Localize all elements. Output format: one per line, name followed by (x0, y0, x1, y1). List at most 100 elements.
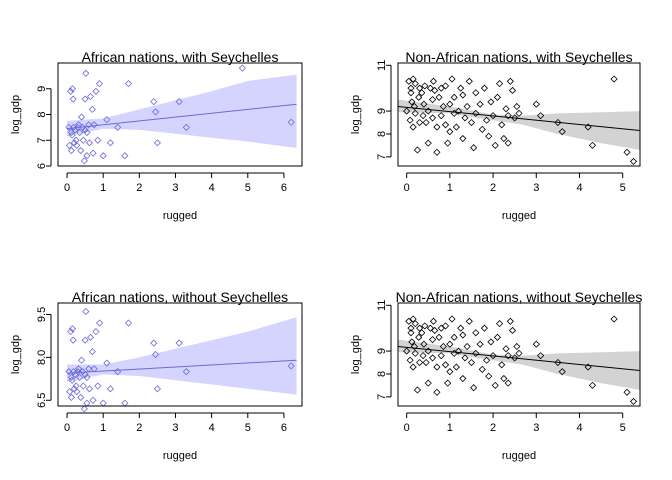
data-point (493, 333, 501, 341)
data-point (470, 144, 478, 152)
data-point (485, 372, 493, 380)
data-point (610, 315, 618, 323)
data-point (495, 80, 504, 88)
x-axis-label: rugged (163, 450, 197, 462)
data-point (437, 324, 445, 332)
x-tick-label: 1 (100, 182, 106, 194)
data-point (76, 128, 84, 137)
data-point (450, 109, 458, 117)
data-point (418, 329, 426, 337)
data-point (83, 152, 91, 160)
data-point (446, 100, 454, 108)
data-point (415, 333, 423, 341)
data-point (152, 350, 160, 359)
data-point (463, 342, 471, 351)
x-tick-label: 2 (490, 422, 496, 434)
data-point (175, 339, 183, 347)
data-point (85, 139, 94, 147)
data-point (431, 86, 439, 95)
data-point (465, 317, 473, 325)
data-point (421, 322, 429, 330)
data-point (431, 326, 439, 335)
data-point (420, 340, 428, 348)
data-point (500, 374, 508, 383)
data-point (96, 319, 104, 327)
data-point (504, 112, 512, 120)
plot-frame (397, 62, 641, 167)
data-point (411, 109, 419, 117)
data-point (419, 352, 427, 360)
regression-line (67, 359, 297, 374)
data-point (420, 100, 428, 108)
x-tick-label: 2 (136, 182, 142, 194)
data-point (407, 84, 415, 92)
data-point (424, 139, 432, 147)
data-point (66, 141, 74, 149)
y-tick-label: 11 (376, 60, 388, 71)
y-axis-label: log_gdp (10, 95, 22, 134)
data-point (409, 363, 417, 371)
data-point (410, 102, 418, 111)
data-point (504, 379, 512, 387)
data-point (409, 75, 417, 83)
data-point (450, 93, 458, 101)
data-point (446, 128, 454, 136)
chart-panel-1: 0 1 2 3 4 5 6 6 7 8 9 African nations, with Seychel… (10, 49, 303, 222)
data-point (457, 84, 465, 92)
x-tick-label: 4 (209, 182, 215, 194)
data-point (476, 340, 484, 348)
data-point (419, 112, 427, 120)
data-point (85, 385, 94, 393)
data-point (588, 381, 597, 389)
data-point (429, 354, 437, 362)
data-point (472, 109, 480, 117)
y-axis: 7 8 9 11 (376, 60, 392, 160)
data-point (76, 373, 84, 381)
data-point (82, 69, 90, 77)
data-point (480, 84, 488, 92)
data-point (433, 148, 441, 156)
data-point (461, 114, 469, 122)
data-point (502, 105, 510, 113)
data-point (80, 405, 88, 413)
data-point (511, 354, 519, 362)
chart-title: Non-African nations, with Seychelles (405, 49, 632, 65)
data-point (405, 77, 413, 85)
data-point (67, 328, 75, 336)
data-point (433, 123, 441, 131)
data-point (410, 342, 418, 351)
x-tick-label: 1 (447, 182, 453, 194)
data-point (150, 98, 158, 106)
y-axis: 7 8 9 11 (376, 300, 392, 400)
x-tick-label: 4 (576, 182, 582, 194)
data-point (67, 87, 75, 95)
data-points (65, 308, 295, 413)
data-point (511, 114, 519, 122)
chart-title: African nations, with Seychelles (82, 49, 279, 65)
data-point (175, 98, 183, 106)
data-point (508, 326, 517, 335)
data-point (416, 324, 424, 332)
data-point (472, 329, 480, 337)
y-axis: 6 7 8 9 (36, 86, 52, 169)
x-axis-label: rugged (502, 450, 536, 462)
data-point (437, 112, 445, 120)
data-point (498, 361, 506, 369)
data-point (77, 356, 86, 364)
data-point (508, 86, 517, 95)
data-point (450, 349, 458, 357)
data-point (502, 345, 510, 353)
y-axis-label: log_gdp (350, 95, 362, 134)
data-point (448, 75, 456, 83)
regression-line (397, 345, 641, 372)
data-point (441, 82, 450, 90)
data-point (450, 333, 458, 341)
data-point (537, 352, 545, 360)
data-point (554, 118, 562, 127)
data-point (489, 352, 497, 360)
data-point (68, 325, 77, 333)
data-point (405, 317, 413, 325)
data-point (79, 136, 87, 144)
data-point (491, 141, 499, 149)
